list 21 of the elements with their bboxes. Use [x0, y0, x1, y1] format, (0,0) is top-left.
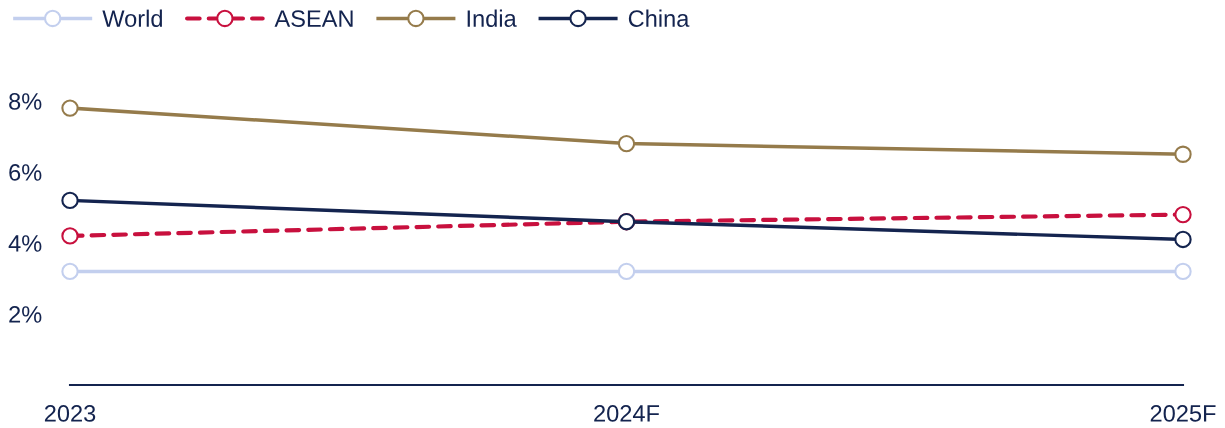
x-tick-label: 2024F [594, 405, 660, 422]
point [1174, 230, 1192, 249]
point [61, 262, 79, 281]
legend-label: World [102, 9, 162, 27]
point [61, 227, 79, 245]
point [617, 134, 636, 153]
point [617, 262, 636, 281]
y-tick-label: 2% [9, 306, 42, 323]
point [1174, 205, 1192, 224]
point [61, 191, 79, 210]
legend-label: ASEAN [274, 10, 353, 27]
point [1174, 262, 1192, 281]
x-tick-label: 2025F [1150, 405, 1216, 422]
legend-label: India [467, 9, 517, 27]
point [61, 99, 79, 117]
point [1174, 145, 1192, 163]
y-tick-label: 8% [9, 93, 42, 110]
legend-label: China [628, 9, 690, 27]
x-tick-label: 2023 [44, 405, 96, 422]
y-tick-label: 6% [9, 164, 42, 181]
y-tick-label: 4% [8, 235, 42, 252]
